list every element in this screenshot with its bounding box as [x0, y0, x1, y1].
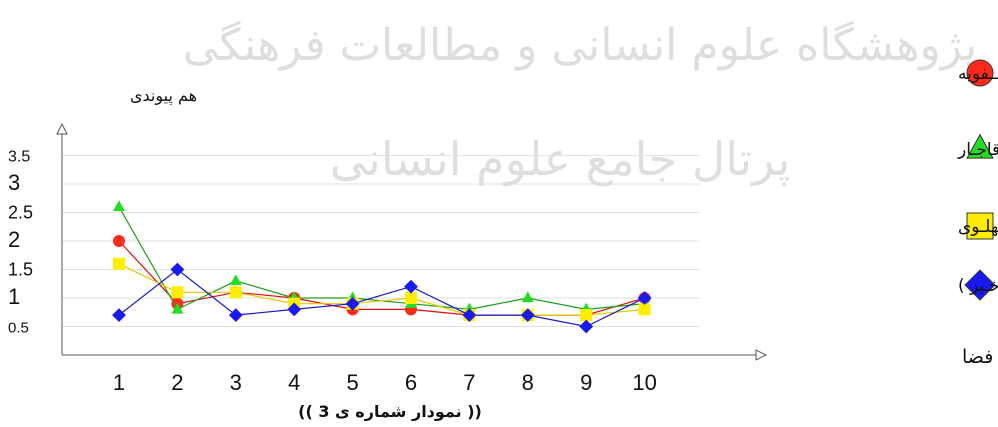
- x-axis-arrow: [755, 349, 768, 361]
- legend-marker: [966, 59, 994, 87]
- data-point: [579, 319, 594, 334]
- data-point: [229, 274, 242, 286]
- x-tick-label: 1: [113, 370, 125, 395]
- y-tick-label: 1.5: [8, 260, 33, 280]
- legend-marker: [964, 269, 996, 301]
- legend-label: تیمــوری- صــــفویه: [958, 64, 998, 84]
- data-point: [113, 235, 125, 247]
- data-point: [345, 296, 360, 311]
- y-tick-label: 1: [8, 284, 20, 309]
- data-point: [404, 279, 418, 294]
- data-point: [638, 303, 651, 316]
- x-tick-label: 6: [405, 370, 417, 395]
- x-tick-label: 4: [288, 370, 300, 395]
- data-point: [113, 200, 125, 211]
- data-point: [520, 308, 535, 322]
- axes: [56, 122, 768, 361]
- data-point: [462, 308, 477, 322]
- x-tick-label: 2: [171, 370, 183, 395]
- y-tick-labels: 0.5 1 1.5 2 2.5 3 3.5: [8, 149, 33, 337]
- legend-label: قاجـار: [957, 140, 998, 160]
- series-line: [118, 263, 645, 316]
- data-point: [228, 308, 243, 322]
- series-group: [112, 200, 652, 334]
- data-point: [580, 309, 593, 322]
- data-point: [113, 257, 125, 270]
- y-tick-label: 2.5: [8, 203, 33, 223]
- x-tick-label: 3: [230, 370, 242, 395]
- data-point: [287, 302, 302, 317]
- x-tick-label: 5: [346, 370, 358, 395]
- watermark-line-1: پژوهشگاه علوم انسانی و مطالعات فرهنگی: [183, 20, 977, 71]
- grid: [62, 155, 700, 327]
- x-tick-label: 7: [463, 370, 475, 395]
- watermark-line-2: پرتال جامع علوم انسانی: [330, 132, 791, 187]
- data-point: [112, 308, 126, 322]
- data-point: [170, 262, 185, 277]
- series-line: [118, 268, 645, 328]
- x-axis-label: شماره فضا: [962, 346, 998, 368]
- watermark: پژوهشگاه علوم انسانی و مطالعات فرهنگی پر…: [183, 20, 977, 187]
- y-axis-label: هم پیوندی: [130, 86, 197, 106]
- legend-label: امروزی (سـی سـال اخـیر ): [958, 276, 998, 296]
- y-tick-label: 2: [8, 227, 20, 252]
- y-tick-label: 0.5: [8, 320, 29, 337]
- legend-marker: [966, 133, 994, 159]
- data-point: [521, 291, 534, 303]
- data-point: [637, 291, 652, 305]
- data-point: [229, 286, 242, 299]
- chart-caption: (( نمودار شماره ی 3 )): [298, 402, 482, 421]
- legend: تیمــوری- صــــفویه قاجـار پهلـوی امروزی (س…: [957, 59, 998, 301]
- data-point: [171, 286, 184, 299]
- legend-marker: [966, 212, 994, 240]
- data-point: [171, 302, 184, 314]
- x-tick-label: 9: [580, 370, 592, 395]
- y-tick-label: 3: [8, 170, 20, 195]
- x-tick-label: 8: [522, 370, 534, 395]
- legend-label: پهلـوی: [958, 217, 998, 237]
- x-tick-label: 10: [632, 370, 656, 395]
- y-tick-label: 3.5: [8, 149, 30, 166]
- series-line: [118, 206, 645, 311]
- y-axis-arrow: [56, 122, 68, 135]
- data-point: [405, 292, 417, 304]
- x-tick-labels: 1 2 3 4 5 6 7 8 9 10: [113, 370, 657, 395]
- series-line: [118, 240, 645, 316]
